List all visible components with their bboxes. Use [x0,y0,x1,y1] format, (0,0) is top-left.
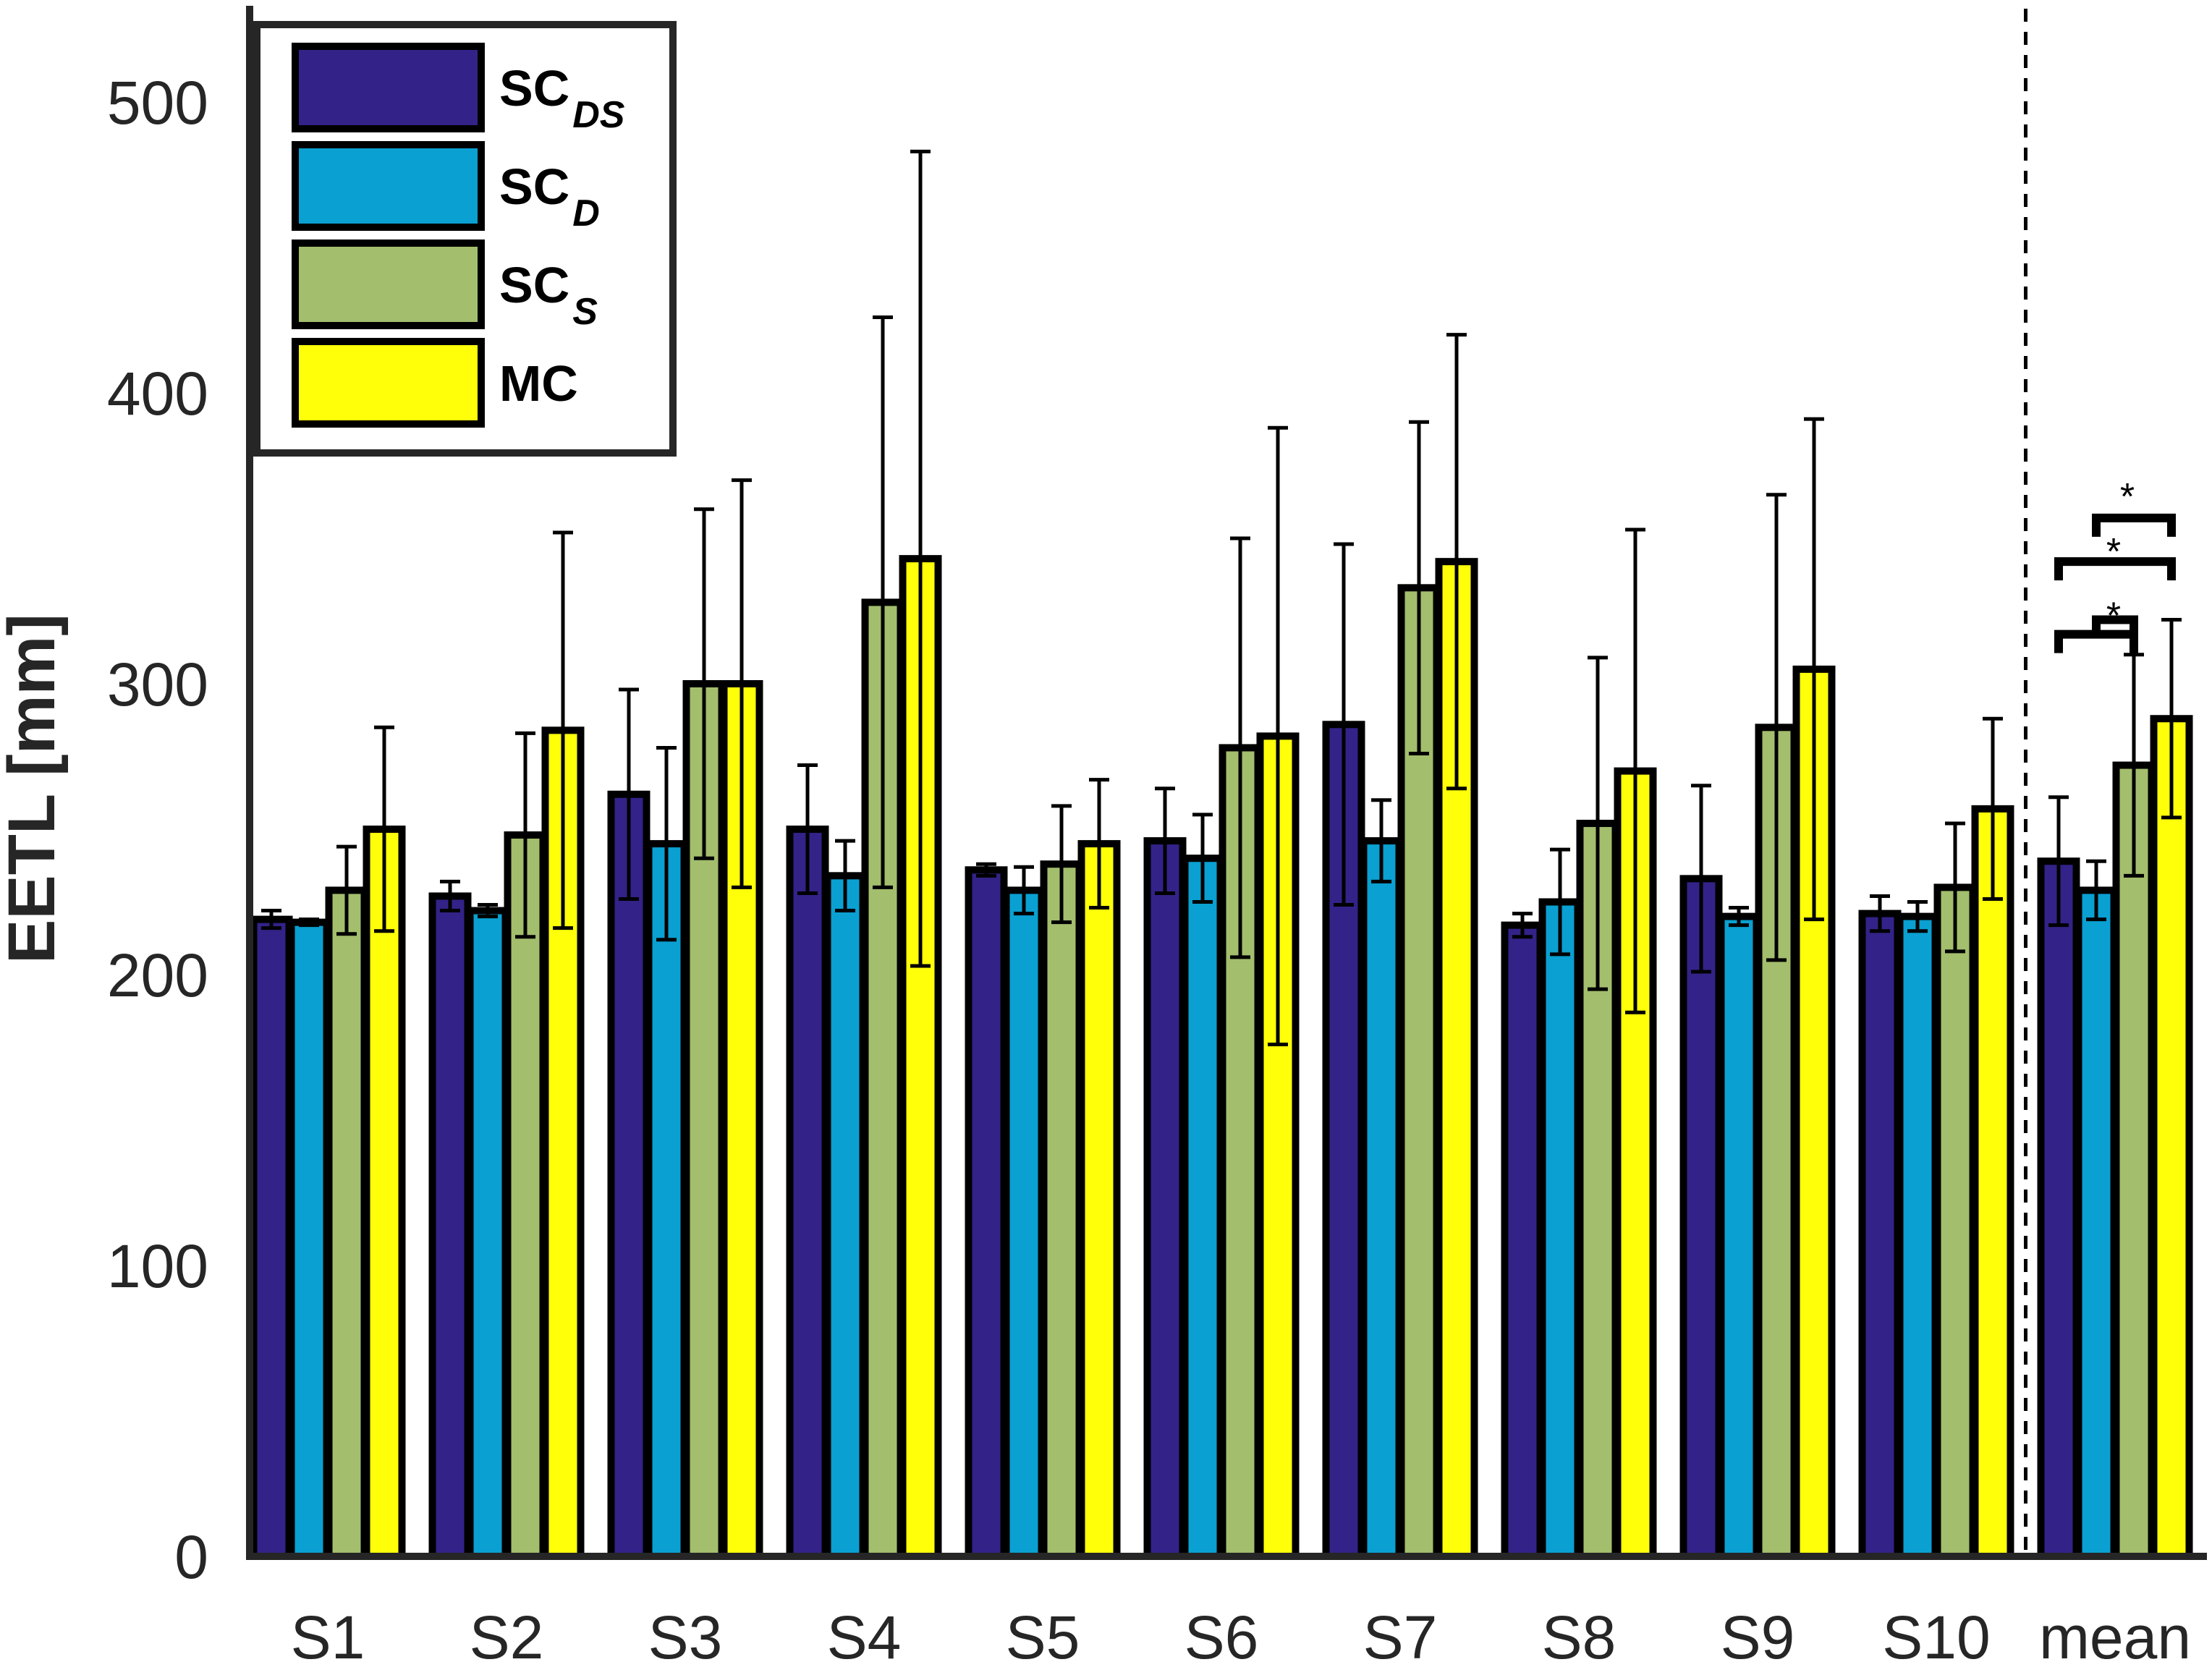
significance-layer: * * * [2054,476,2176,653]
significance-star: * [2120,476,2135,518]
legend-label-main: SC [499,158,569,215]
bar [325,886,368,1561]
bar [823,872,867,1560]
y-tick-label: 300 [107,650,208,718]
x-tick-label: S4 [827,1603,902,1662]
y-tick-label: 0 [174,1523,208,1591]
bar [1858,910,1902,1560]
legend-swatch [292,239,485,329]
legend-label: MC [499,355,578,412]
y-tick-label: 500 [107,69,208,137]
bar [1501,921,1544,1561]
legend-label-sub: D [572,192,600,234]
bar [250,915,293,1560]
legend-label-sub: S [572,291,598,333]
x-tick-label: S8 [1542,1603,1616,1662]
legend-label-main: SC [499,257,569,313]
y-axis-label: EETL [mm] [0,614,69,964]
bar [1143,837,1187,1560]
bar [2075,886,2118,1561]
x-tick-label: S10 [1882,1603,1990,1662]
x-tick-label: S2 [470,1603,544,1662]
bar [645,840,688,1560]
x-tick-label: S3 [648,1603,723,1662]
y-tick-label: 200 [107,941,208,1009]
bar [965,866,1008,1560]
bar [1717,912,1760,1560]
bar [504,831,547,1561]
bar [1933,883,1977,1560]
bar [2037,857,2080,1560]
x-ticks: S1 S2 S3 S4 S5 S6 S7 S8 S9 S10 mean [291,1603,2191,1662]
significance-bracket [2054,557,2176,581]
bar [1002,886,1046,1561]
error-bars-layer [261,149,2182,1046]
bar [1971,805,2014,1560]
x-tick-label: mean [2039,1603,2191,1662]
legend-label-main: SC [499,60,569,116]
x-tick-label: S6 [1185,1603,1259,1662]
bar [607,790,651,1560]
bar [1040,860,1083,1560]
legend-swatch [292,338,485,428]
legend-swatch [292,43,485,132]
y-tick-label: 100 [107,1232,208,1300]
bars-layer [250,555,2193,1561]
bar [2112,761,2156,1560]
bar [1077,840,1121,1560]
significance-star: * [2106,595,2121,637]
bar [428,892,472,1560]
x-tick-label: S7 [1363,1603,1438,1662]
legend-swatch [292,141,485,231]
legend-label-sub: DS [572,94,625,136]
bar [1896,912,1939,1560]
axes [246,6,2207,1560]
legend-label: SCDS [499,60,625,136]
significance-bracket [2092,615,2138,639]
bar [2150,715,2193,1560]
bar [786,826,829,1560]
bar [1360,837,1403,1560]
y-tick-label: 400 [107,360,208,428]
bar [287,918,331,1560]
y-ticks: 0 100 200 300 400 500 [107,69,208,1591]
x-tick-label: S1 [291,1603,365,1662]
x-tick-label: S5 [1006,1603,1080,1662]
significance-bracket [2092,513,2176,537]
legend-label: SCD [499,158,600,234]
x-tick-label: S9 [1721,1603,1795,1662]
bar [1679,875,1723,1560]
bar [466,907,509,1561]
legend-label-main: MC [499,355,578,412]
legend-label: SCS [499,257,598,333]
bar [363,826,406,1560]
bar [1538,898,1582,1560]
significance-star: * [2106,531,2121,573]
bar [1181,855,1224,1560]
